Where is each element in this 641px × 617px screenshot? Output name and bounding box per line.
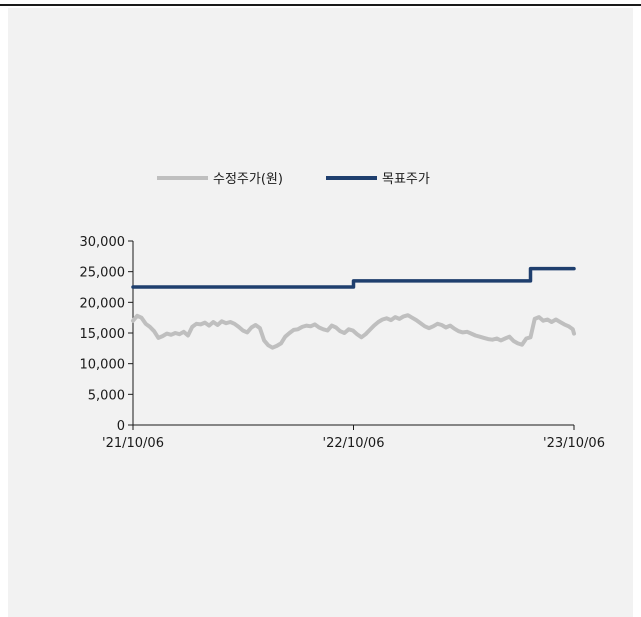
y-axis: 30,000 25,000 20,000 15,000 10,000 5,000 0: [80, 235, 134, 434]
y-tick-label: 25,000: [80, 266, 126, 281]
legend-label-target-price: 목표주가: [382, 172, 430, 187]
x-tick-label: '21/10/06: [102, 436, 164, 451]
legend-label-adjusted-price: 수정주가(원): [213, 172, 283, 187]
top-rule: [0, 4, 641, 6]
series-layer: [131, 266, 576, 350]
y-tick-label: 5,000: [88, 388, 125, 403]
legend: 수정주가(원) 목표주가: [157, 172, 430, 187]
y-tick-label: 20,000: [80, 296, 126, 311]
y-tick-label: 15,000: [80, 327, 126, 342]
series-target-price-line: [131, 266, 576, 289]
x-tick-label: '23/10/06: [543, 436, 605, 451]
y-tick-label: 10,000: [80, 358, 126, 373]
x-tick-label: '22/10/06: [323, 436, 385, 451]
series-adjusted-price-line: [131, 313, 576, 350]
y-tick-label: 0: [117, 419, 125, 434]
x-axis: '21/10/06 '22/10/06 '23/10/06: [102, 424, 605, 451]
chart-panel: [8, 8, 633, 617]
y-tick-label: 30,000: [80, 235, 126, 250]
